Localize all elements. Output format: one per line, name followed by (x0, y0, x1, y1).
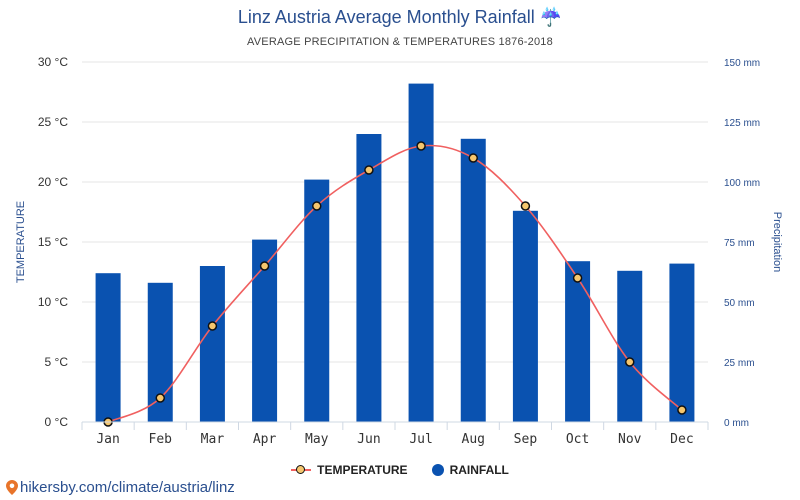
rainfall-bar (95, 273, 121, 422)
rainfall-bar (304, 179, 330, 422)
temperature-point (155, 393, 165, 403)
rainfall-bar (408, 83, 434, 422)
x-tick-label: Oct (566, 432, 589, 447)
right-tick-label: 150 mm (724, 58, 760, 69)
temperature-point (677, 405, 687, 415)
left-tick-label: 25 °C (38, 115, 68, 129)
right-tick-label: 25 mm (724, 358, 755, 369)
right-tick-label: 0 mm (724, 418, 749, 429)
rainfall-bar (199, 266, 225, 422)
legend-item-rainfall[interactable]: RAINFALL (431, 463, 509, 477)
left-tick-label: 0 °C (45, 415, 69, 429)
chart-title: Linz Austria Average Monthly Rainfall ☔ (237, 7, 563, 27)
rainfall-bar (512, 210, 538, 422)
rainfall-bar (356, 134, 382, 422)
axis-layer: 0 °C 0 mm 5 °C 25 mm 10 °C 50 mm 15 °C 75 mm 20 … (15, 55, 783, 447)
x-tick-label: Nov (618, 432, 642, 447)
bar-layer (95, 83, 695, 423)
x-tick-label: Dec (670, 432, 693, 447)
temperature-point (259, 261, 270, 271)
temperature-point (207, 321, 218, 331)
legend: TEMPERATURE RAINFALL (0, 463, 800, 477)
rainfall-bar (565, 261, 591, 422)
temperature-point (572, 273, 583, 283)
temperature-point (520, 201, 531, 211)
x-tick-label: Feb (149, 432, 173, 447)
temperature-legend-marker (291, 465, 312, 475)
right-tick-label: 125 mm (724, 118, 760, 129)
legend-item-temperature[interactable]: TEMPERATURE (291, 463, 408, 477)
x-tick-label: Jan (96, 432, 119, 447)
footer-link[interactable]: hikersby.com/climate/austria/linz (6, 479, 235, 496)
left-tick-label: 10 °C (38, 295, 68, 309)
rainfall-legend-marker (431, 464, 444, 476)
line-layer (103, 141, 687, 427)
rainfall-bar (669, 263, 695, 422)
footer-url: hikersby.com/climate/austria/linz (20, 479, 235, 496)
location-pin-icon (6, 480, 18, 495)
left-axis-title: TEMPERATURE (15, 201, 27, 283)
right-tick-label: 100 mm (724, 178, 760, 189)
legend-temperature-label: TEMPERATURE (317, 463, 408, 477)
left-tick-label: 20 °C (38, 175, 68, 189)
legend-rainfall-label: RAINFALL (449, 463, 509, 477)
left-tick-label: 15 °C (38, 235, 68, 249)
x-tick-label: Aug (462, 432, 485, 447)
right-tick-label: 75 mm (724, 238, 755, 249)
right-tick-label: 50 mm (724, 298, 755, 309)
x-tick-label: Mar (201, 432, 225, 447)
x-tick-label: Jun (357, 432, 380, 447)
x-tick-label: Jul (409, 432, 432, 447)
rainfall-bar (617, 270, 643, 422)
right-axis-title: Precipitation (771, 212, 783, 273)
temperature-point (468, 153, 478, 163)
x-tick-label: May (305, 432, 329, 447)
x-tick-label: Sep (514, 432, 538, 447)
temperature-point (416, 141, 426, 151)
left-tick-label: 5 °C (45, 355, 69, 369)
chart-plot: 0 °C 0 mm 5 °C 25 mm 10 °C 50 mm 15 °C 75 mm 20 … (15, 55, 783, 447)
chart-subtitle: AVERAGE PRECIPITATION & TEMPERATURES 187… (247, 36, 553, 48)
x-tick-label: Apr (253, 432, 277, 447)
left-tick-label: 30 °C (38, 55, 68, 69)
grid-layer (82, 61, 708, 423)
temperature-point (364, 165, 374, 175)
rainfall-bar (460, 138, 486, 423)
temperature-point (312, 201, 322, 211)
temperature-line (107, 144, 683, 423)
temperature-point (625, 357, 635, 367)
